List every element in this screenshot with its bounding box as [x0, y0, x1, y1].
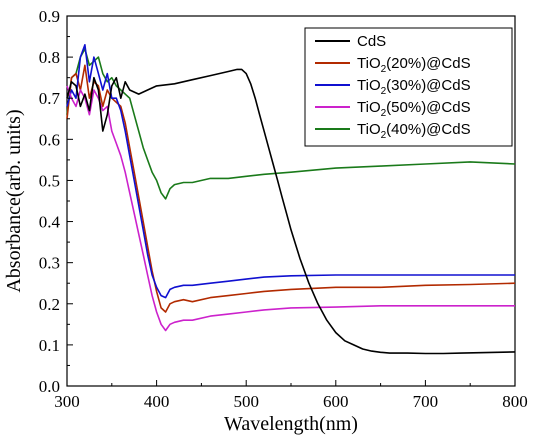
series-line-3	[66, 85, 515, 332]
y-axis: 0.0 0.1 0.2 0.3 0.4 0.5 0.6 0.7 0.8 0.9	[39, 7, 73, 396]
y-tick-label: 0.5	[39, 171, 60, 190]
legend-label: CdS	[357, 33, 386, 50]
x-tick-label: 500	[233, 392, 259, 411]
series-line-2	[66, 43, 515, 299]
legend-box	[304, 27, 513, 147]
y-tick-label: 0.3	[39, 254, 60, 273]
y-tick-label: 0.0	[39, 377, 60, 396]
legend: CdS TiO2(20%)@CdSTiO2(30%)@CdSTiO2(50%)@C…	[304, 27, 513, 147]
x-tick-label: 700	[413, 392, 439, 411]
x-tick-label: 400	[144, 392, 170, 411]
x-tick-label: 800	[502, 392, 528, 411]
y-tick-label: 0.7	[39, 89, 61, 108]
x-axis: 300 400 500 600 700 800	[54, 380, 528, 411]
y-tick-label: 0.8	[39, 48, 60, 67]
series-line-0	[66, 68, 516, 355]
legend-label: TiO2(40%)@CdS	[357, 121, 471, 141]
x-tick-label: 300	[54, 392, 80, 411]
x-axis-title: Wavelength(nm)	[224, 413, 358, 435]
legend-label: TiO2(20%)@CdS	[357, 55, 471, 75]
legend-label: TiO2(50%)@CdS	[357, 99, 471, 119]
series-layer	[66, 43, 516, 355]
y-axis-title: Absorbance(arb. units)	[3, 109, 25, 292]
legend-label: TiO2(30%)@CdS	[357, 77, 471, 97]
y-tick-label: 0.2	[39, 295, 60, 314]
y-tick-label: 0.4	[39, 213, 61, 232]
y-tick-label: 0.1	[39, 336, 60, 355]
y-tick-label: 0.9	[39, 7, 60, 26]
y-tick-label: 0.6	[39, 130, 60, 149]
x-tick-label: 600	[323, 392, 349, 411]
